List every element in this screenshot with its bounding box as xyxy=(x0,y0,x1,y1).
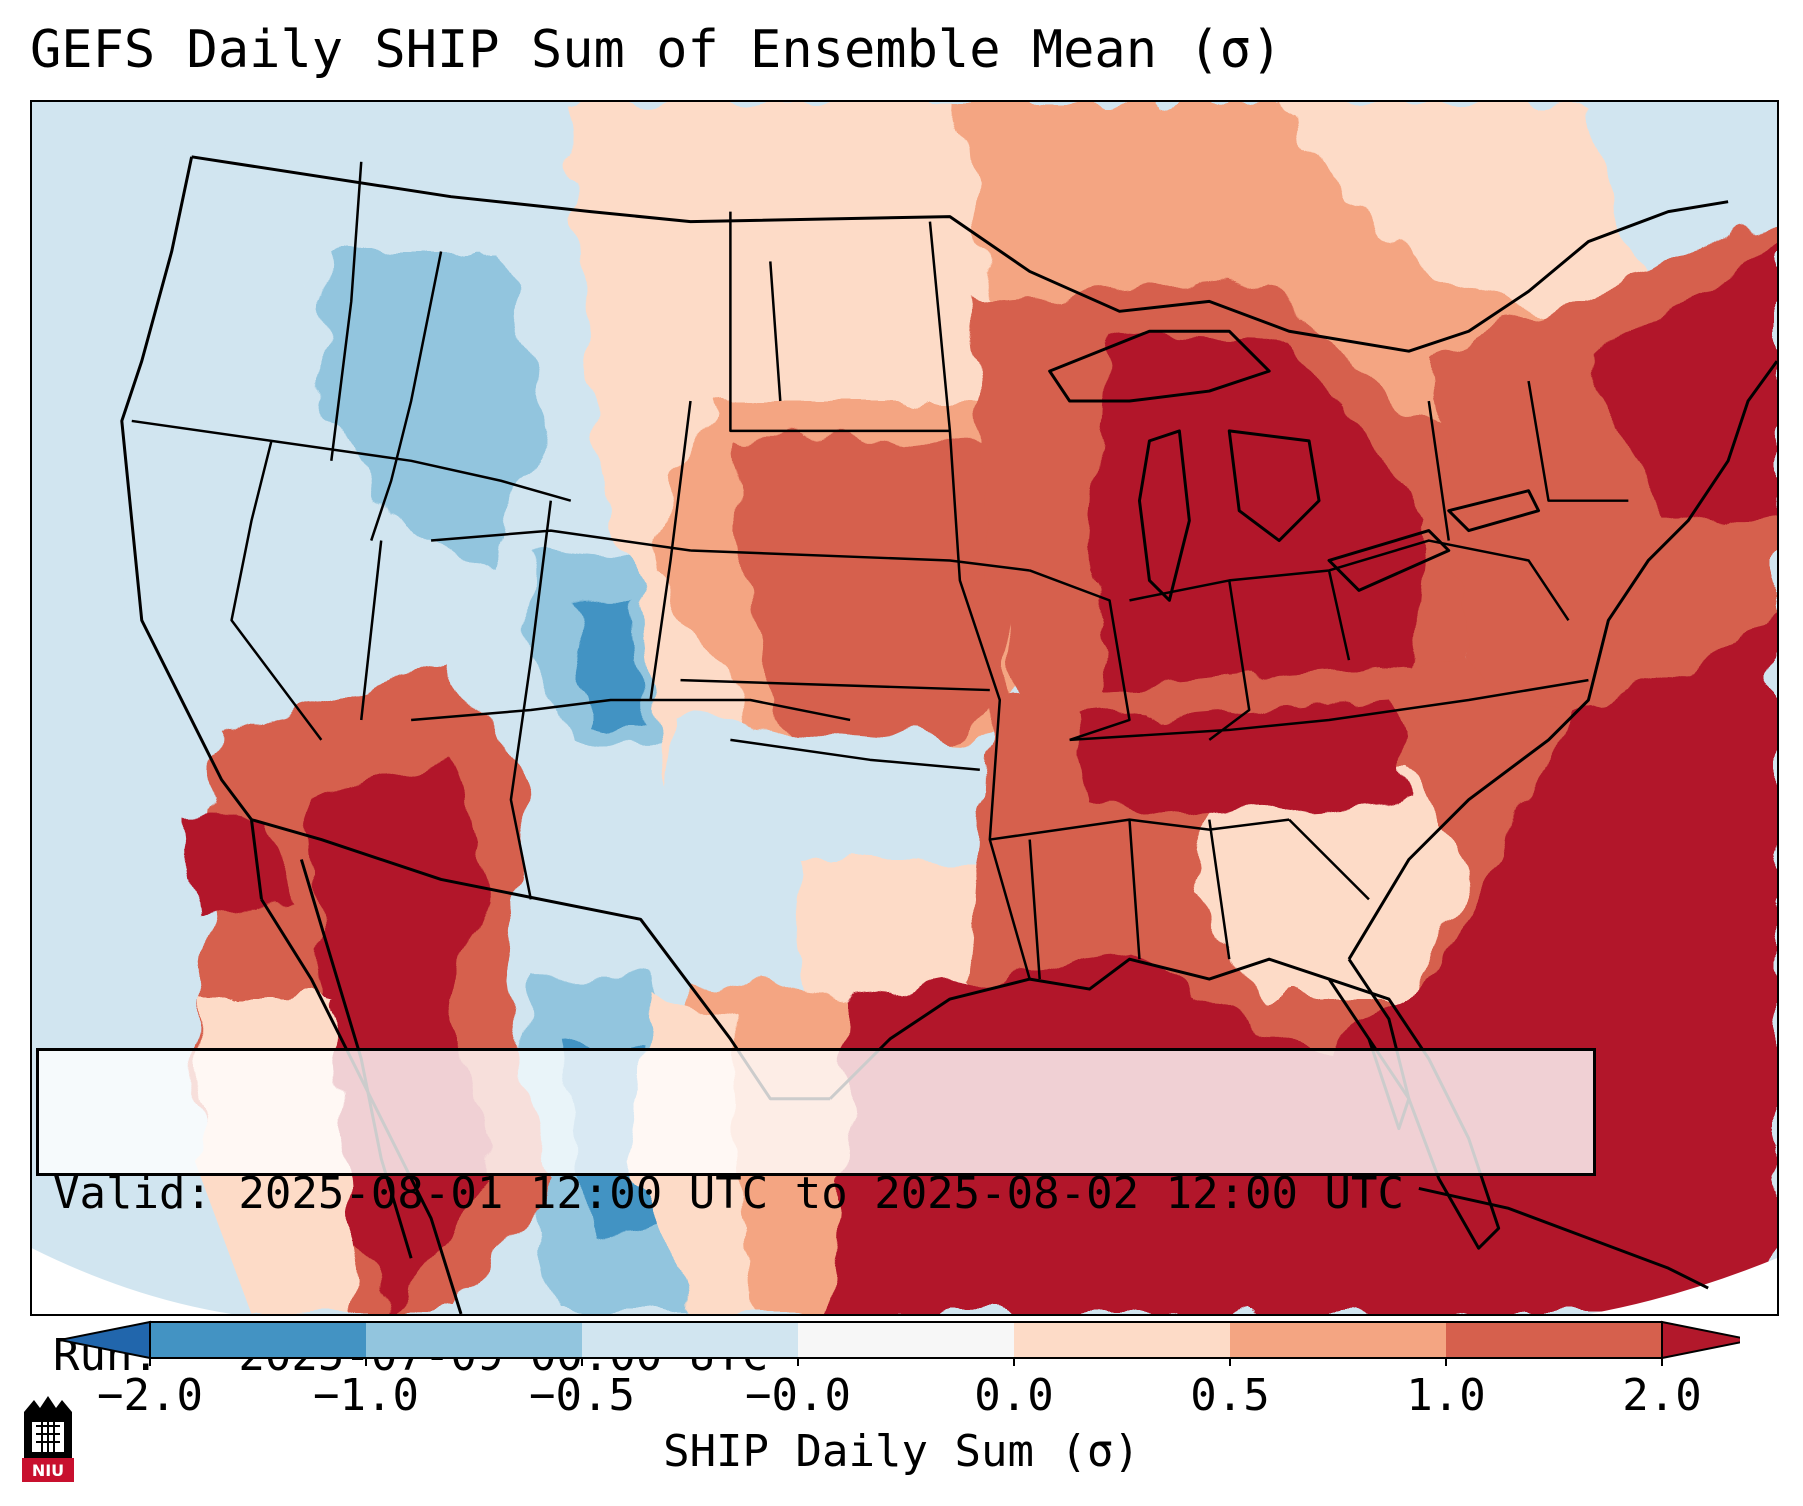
field-region-idaho xyxy=(321,251,551,571)
state-lines xyxy=(131,161,1629,980)
colorbar-tick-label: −0.5 xyxy=(529,1370,635,1421)
colorbar-tick-label: 0.0 xyxy=(974,1370,1054,1421)
colorbar-extend-high xyxy=(1661,1320,1740,1360)
colorbar-tick-label: −2.0 xyxy=(97,1370,203,1421)
domain-edge-bottom-left xyxy=(32,1248,232,1314)
colorbar-bin xyxy=(1230,1322,1447,1358)
domain-edge-top-left xyxy=(32,102,72,162)
plot-title: GEFS Daily SHIP Sum of Ensemble Mean (σ) xyxy=(30,20,1283,80)
validity-info-box: Valid: 2025-08-01 12:00 UTC to 2025-08-0… xyxy=(36,1048,1596,1381)
colorbar-extend-low xyxy=(60,1320,151,1360)
coast-west xyxy=(120,156,263,900)
colorbar-bin xyxy=(582,1322,799,1358)
colorbar-outline xyxy=(149,1321,1663,1359)
colorbar-tick-label: 1.0 xyxy=(1406,1370,1486,1421)
colorbar-bin xyxy=(1446,1322,1663,1358)
svg-text:NIU: NIU xyxy=(32,1461,64,1480)
lake-erie xyxy=(1327,529,1451,592)
colorbar-bin xyxy=(150,1322,367,1358)
colorbar-label: SHIP Daily Sum (σ) xyxy=(663,1426,1140,1477)
field-region-east-coast xyxy=(1588,241,1777,521)
coast-east xyxy=(1347,360,1777,960)
field-region-plains-strong xyxy=(730,440,1010,760)
colorbar-bin xyxy=(798,1322,1015,1358)
field-region-tennessee xyxy=(1069,700,1409,820)
border-us-canada xyxy=(191,155,1729,353)
lake-huron xyxy=(1227,429,1321,543)
domain-edge-left xyxy=(32,102,252,1314)
lake-ontario xyxy=(1447,489,1541,533)
colorbar-bin xyxy=(366,1322,583,1358)
colorbar-tick-label: −0.0 xyxy=(745,1370,851,1421)
colorbar-tick-label: −1.0 xyxy=(313,1370,419,1421)
island-cuba xyxy=(1418,1186,1709,1290)
field-region-southeast-light xyxy=(1189,759,1469,1000)
valid-time-text: Valid: 2025-08-01 12:00 UTC to 2025-08-0… xyxy=(53,1168,1405,1219)
colorbar-tick-label: 0.5 xyxy=(1190,1370,1270,1421)
domain-edge-bottom-right xyxy=(1588,1258,1777,1314)
colorbar-tick-label: 2.0 xyxy=(1622,1370,1702,1421)
colorbar-bin xyxy=(1014,1322,1231,1358)
niu-logo-icon: NIU xyxy=(22,1396,74,1482)
lake-superior xyxy=(1048,329,1271,403)
colorbar xyxy=(60,1320,1740,1366)
lake-michigan xyxy=(1137,429,1191,602)
field-region-pacific-hot xyxy=(181,819,292,920)
field-region-colorado-core xyxy=(570,600,641,720)
